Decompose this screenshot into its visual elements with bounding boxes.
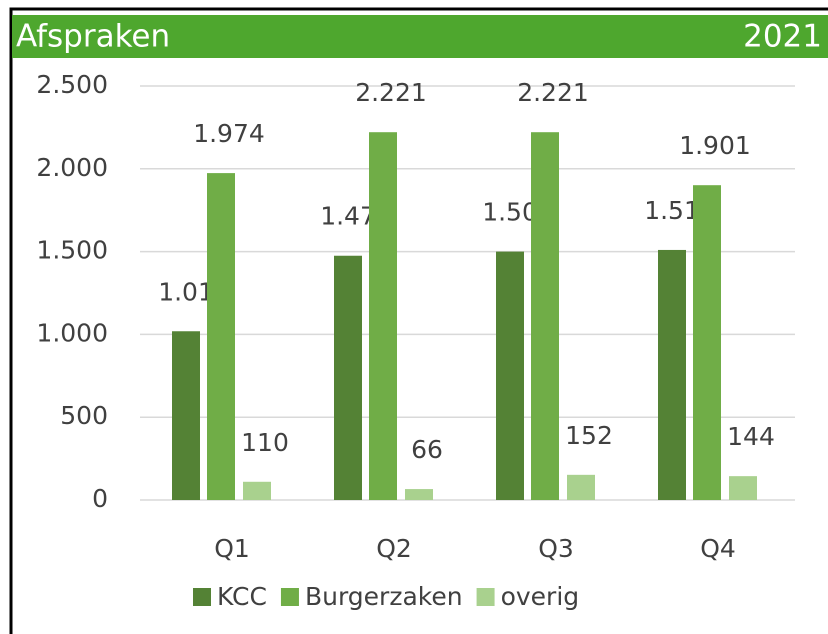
legend-swatch [193,588,211,606]
chart-title: Afspraken [16,19,170,55]
legend-label: overig [501,582,580,611]
bar [207,173,235,501]
y-tick-label: 2.500 [36,70,108,99]
x-tick-label: Q1 [214,534,250,563]
bar [172,331,200,500]
bar [334,255,362,500]
y-tick-label: 500 [60,401,108,430]
value-label: 66 [411,435,443,464]
legend-label: KCC [217,582,267,611]
value-label: 144 [727,422,775,451]
value-label: 2.221 [517,78,589,107]
x-tick-label: Q3 [538,534,574,563]
y-tick-label: 0 [92,484,108,513]
value-label: 2.221 [355,78,427,107]
x-tick-label: Q2 [376,534,412,563]
bar [693,185,721,500]
y-tick-label: 1.500 [36,236,108,265]
value-label: 1.901 [679,131,751,160]
y-tick-label: 1.000 [36,318,108,347]
bar [729,476,757,500]
chart-subtitle: 2021 [743,19,822,55]
bar [496,251,524,500]
legend-label: Burgerzaken [305,582,463,611]
bar [405,489,433,500]
header-bar [12,15,828,58]
bar [567,474,595,500]
x-tick-label: Q4 [700,534,736,563]
bar [369,132,397,500]
legend-swatch [476,588,495,606]
bar [243,481,271,500]
value-label: 110 [241,428,289,457]
frame [9,7,828,634]
bar [531,132,559,500]
y-tick-label: 2.000 [36,153,108,182]
value-label: 1.974 [193,119,265,148]
legend-swatch [280,588,299,606]
value-label: 152 [565,421,613,450]
bar [658,249,686,500]
